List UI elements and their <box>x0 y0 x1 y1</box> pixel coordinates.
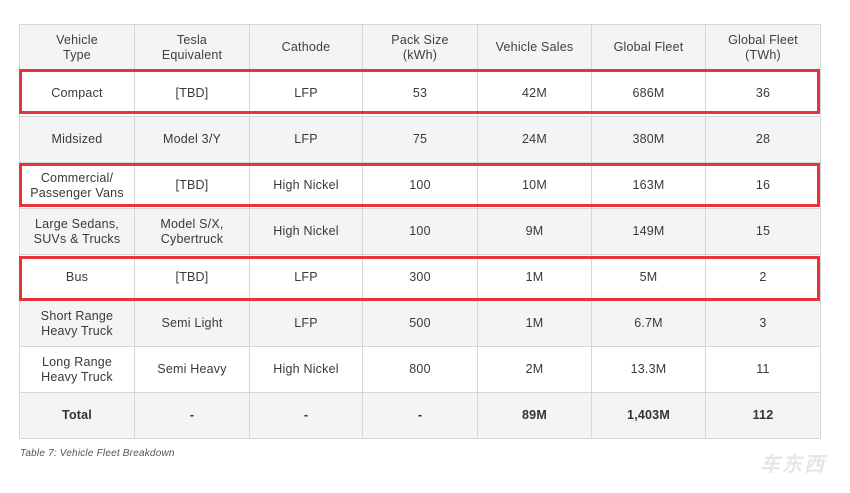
cell-vehicle-type: Short Range Heavy Truck <box>19 300 135 347</box>
header-vehicle-type: Vehicle Type <box>19 24 135 71</box>
cell-global-fleet-twh: 36 <box>705 70 821 117</box>
cell-pack-size: - <box>362 392 478 439</box>
table-row: Long Range Heavy Truck Semi Heavy High Nick… <box>19 346 821 393</box>
cell-global-fleet-twh: 2 <box>705 254 821 301</box>
cell-cathode: High Nickel <box>249 208 363 255</box>
cell-vehicle-sales: 89M <box>477 392 592 439</box>
cell-pack-size: 300 <box>362 254 478 301</box>
cell-vehicle-sales: 10M <box>477 162 592 209</box>
cell-vehicle-type: Long Range Heavy Truck <box>19 346 135 393</box>
cell-vehicle-sales: 2M <box>477 346 592 393</box>
table-header-row: Vehicle Type Tesla Equivalent Cathode Pack… <box>19 24 821 71</box>
cell-cathode: High Nickel <box>249 162 363 209</box>
table-row: Bus [TBD] LFP 300 1M 5M 2 <box>19 254 821 301</box>
cell-vehicle-type: Large Sedans, SUVs & Trucks <box>19 208 135 255</box>
cell-global-fleet: 5M <box>591 254 706 301</box>
table-row: Short Range Heavy Truck Semi Light LFP 500 1M… <box>19 300 821 347</box>
cell-global-fleet-twh: 3 <box>705 300 821 347</box>
cell-vehicle-type: Bus <box>19 254 135 301</box>
cell-cathode: LFP <box>249 300 363 347</box>
cell-tesla-equivalent: [TBD] <box>134 162 250 209</box>
table-total-row: Total - - -89M 1,403M 112 <box>19 392 821 439</box>
cell-global-fleet: 163M <box>591 162 706 209</box>
cell-tesla-equivalent: - <box>134 392 250 439</box>
cell-cathode: High Nickel <box>249 346 363 393</box>
cell-global-fleet: 13.3M <box>591 346 706 393</box>
cell-pack-size: 75 <box>362 116 478 163</box>
header-global-fleet: Global Fleet <box>591 24 706 71</box>
cell-vehicle-sales: 1M <box>477 300 592 347</box>
fleet-table-container: Vehicle Type Tesla Equivalent Cathode Pack… <box>19 24 821 439</box>
cell-vehicle-type: Compact <box>19 70 135 117</box>
cell-vehicle-sales: 1M <box>477 254 592 301</box>
cell-tesla-equivalent: [TBD] <box>134 254 250 301</box>
table-row: Midsized Model 3/Y LFP 75 24M 380M 28 <box>19 116 821 163</box>
cell-vehicle-sales: 9M <box>477 208 592 255</box>
table-row: Commercial/Passenger Vans [TBD] High Nicke… <box>19 162 821 209</box>
cell-tesla-equivalent: [TBD] <box>134 70 250 117</box>
cell-pack-size: 100 <box>362 208 478 255</box>
cell-pack-size: 100 <box>362 162 478 209</box>
cell-global-fleet: 1,403M <box>591 392 706 439</box>
cell-vehicle-type: Midsized <box>19 116 135 163</box>
cell-cathode: LFP <box>249 254 363 301</box>
cell-vehicle-sales: 42M <box>477 70 592 117</box>
cell-global-fleet-twh: 112 <box>705 392 821 439</box>
cell-global-fleet-twh: 15 <box>705 208 821 255</box>
header-tesla-equivalent: Tesla Equivalent <box>134 24 250 71</box>
cell-vehicle-type: Total <box>19 392 135 439</box>
header-vehicle-sales: Vehicle Sales <box>477 24 592 71</box>
cell-pack-size: 53 <box>362 70 478 117</box>
vehicle-fleet-table: Vehicle Type Tesla Equivalent Cathode Pack… <box>19 24 821 439</box>
cell-pack-size: 800 <box>362 346 478 393</box>
cell-tesla-equivalent: Semi Light <box>134 300 250 347</box>
cell-cathode: - <box>249 392 363 439</box>
cell-cathode: LFP <box>249 70 363 117</box>
cell-tesla-equivalent: Model S/X, Cybertruck <box>134 208 250 255</box>
cell-vehicle-sales: 24M <box>477 116 592 163</box>
header-cathode: Cathode <box>249 24 363 71</box>
watermark-logo: 车东西 <box>760 454 826 476</box>
header-pack-size: Pack Size (kWh) <box>362 24 478 71</box>
table-row: Large Sedans, SUVs & Trucks Model S/X, Cybe… <box>19 208 821 255</box>
cell-vehicle-type: Commercial/Passenger Vans <box>19 162 135 209</box>
table-row: Compact [TBD] LFP 53 42M 686M 36 <box>19 70 821 117</box>
cell-global-fleet: 380M <box>591 116 706 163</box>
cell-pack-size: 500 <box>362 300 478 347</box>
table-caption: Table 7: Vehicle Fleet Breakdown <box>20 448 175 459</box>
cell-global-fleet-twh: 28 <box>705 116 821 163</box>
cell-global-fleet: 686M <box>591 70 706 117</box>
cell-tesla-equivalent: Model 3/Y <box>134 116 250 163</box>
cell-cathode: LFP <box>249 116 363 163</box>
cell-global-fleet-twh: 11 <box>705 346 821 393</box>
header-global-fleet-twh: Global Fleet (TWh) <box>705 24 821 71</box>
cell-global-fleet: 149M <box>591 208 706 255</box>
cell-global-fleet: 6.7M <box>591 300 706 347</box>
cell-tesla-equivalent: Semi Heavy <box>134 346 250 393</box>
cell-global-fleet-twh: 16 <box>705 162 821 209</box>
